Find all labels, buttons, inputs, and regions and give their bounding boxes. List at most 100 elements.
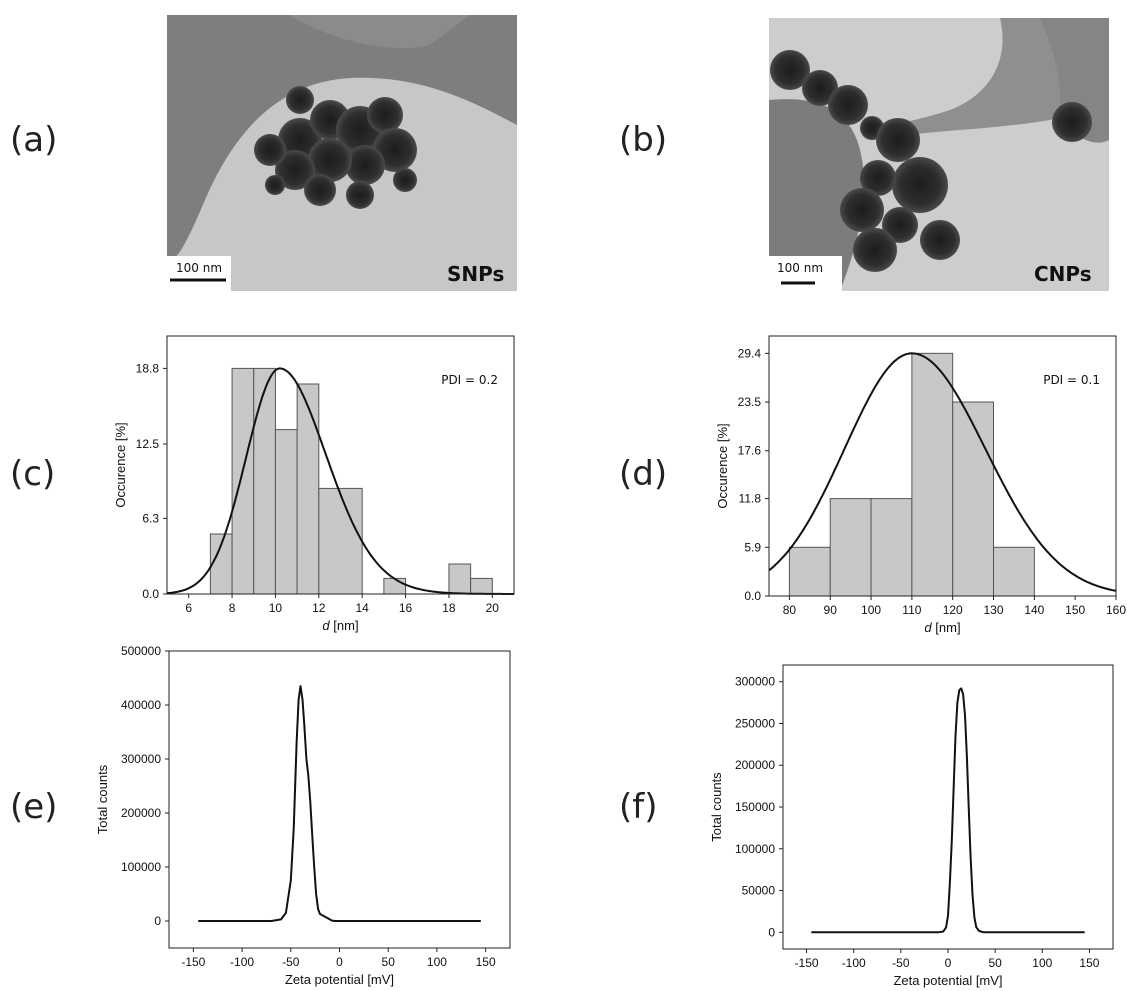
nanoparticle-cluster-b — [770, 50, 1092, 272]
y-tick-label-c-1: 6.3 — [142, 511, 159, 525]
y-tick-label-c-0: 0.0 — [142, 587, 159, 601]
histogram-chart-d: 80 90 100 110 120 130 140 150 160 0.0 5.9 11.8 17.6 2… — [715, 335, 1126, 635]
x-tick-label-e-5: 100 — [427, 955, 447, 969]
y-axis-label-e: Total counts — [95, 764, 110, 834]
x-tick-label-e-0: -150 — [181, 955, 205, 969]
histogram-chart-c: 6 8 10 12 14 16 18 20 0.0 6.3 12.5 18.8 d [nm] Occure… — [113, 335, 515, 633]
y-tick-label-c-2: 12.5 — [136, 437, 160, 451]
x-tick-label-c-0: 6 — [185, 601, 192, 615]
x-tick-label-d-5: 130 — [984, 603, 1004, 617]
zeta-chart-e: -150 -100 -50 0 50 100 150 0 100000 200000 300000 4… — [95, 644, 511, 987]
y-tick-label-d-1: 5.9 — [744, 540, 761, 554]
x-tick-label-e-4: 50 — [382, 955, 396, 969]
x-axis-label-d: d [nm] — [924, 620, 960, 635]
plot-frame-d — [768, 335, 1117, 597]
x-tick-label-c-1: 8 — [229, 601, 236, 615]
y-tick-label-d-2: 11.8 — [739, 492, 762, 506]
panel-label-d: (d) — [619, 454, 667, 494]
histogram-bar-c-2 — [253, 367, 276, 595]
x-tick-label-d-6: 140 — [1024, 603, 1044, 617]
y-tick-label-f-0: 0 — [768, 925, 775, 939]
nanoparticle-cluster-a — [254, 86, 417, 209]
x-tick-label-c-5: 16 — [399, 601, 413, 615]
y-tick-label-f-5: 250000 — [735, 716, 775, 730]
tem-label-a: SNPs — [447, 262, 504, 286]
scale-bar-label-a: 100 nm — [176, 261, 222, 275]
y-tick-label-d-5: 29.4 — [738, 346, 762, 360]
histogram-bar-c-5 — [318, 487, 363, 595]
x-axis-label-c: d [nm] — [322, 618, 358, 633]
histogram-bar-d-4 — [952, 401, 995, 597]
panel-label-b: (b) — [619, 120, 667, 160]
panel-label-c: (c) — [10, 454, 55, 494]
x-tick-label-e-6: 150 — [476, 955, 496, 969]
y-tick-label-e-5: 500000 — [121, 644, 161, 658]
fit-curve-d — [768, 352, 1117, 592]
pdi-annotation-d: PDI = 0.1 — [1043, 373, 1100, 387]
histogram-bar-d-1 — [829, 498, 872, 597]
x-tick-label-f-3: 0 — [945, 956, 952, 970]
data-line-e-0 — [198, 685, 481, 922]
tem-label-b: CNPs — [1034, 262, 1092, 286]
y-axis-label-c: Occurence [%] — [113, 422, 128, 507]
y-axis-label-d: Occurence [%] — [715, 423, 730, 508]
histogram-bar-d-0 — [788, 546, 831, 597]
x-tick-label-f-4: 50 — [988, 956, 1002, 970]
tem-image-a: 100 nm SNPs — [167, 15, 517, 291]
histogram-bar-c-8 — [470, 577, 493, 595]
y-tick-label-f-2: 100000 — [735, 842, 775, 856]
tem-image-b: 100 nm CNPs — [769, 18, 1109, 291]
x-tick-label-d-7: 150 — [1065, 603, 1085, 617]
y-axis-label-f: Total counts — [709, 772, 724, 842]
panel-label-a: (a) — [10, 120, 57, 160]
data-line-f-0 — [811, 687, 1085, 934]
x-tick-label-d-0: 80 — [783, 603, 797, 617]
y-tick-label-e-1: 100000 — [121, 860, 161, 874]
x-axis-label-f: Zeta potential [mV] — [893, 973, 1002, 988]
y-tick-label-e-0: 0 — [154, 914, 161, 928]
histogram-bar-c-4 — [296, 383, 320, 595]
y-tick-label-d-4: 23.5 — [738, 395, 762, 409]
x-tick-label-e-2: -50 — [282, 955, 300, 969]
x-tick-label-e-3: 0 — [336, 955, 343, 969]
zeta-chart-f: -150 -100 -50 0 50 100 150 0 50000 100000 150000 20… — [709, 664, 1114, 988]
histogram-bar-c-1 — [231, 367, 255, 595]
histogram-bar-d-2 — [870, 498, 913, 597]
x-tick-label-e-1: -100 — [230, 955, 254, 969]
y-tick-label-d-0: 0.0 — [744, 589, 761, 603]
x-tick-label-d-2: 100 — [861, 603, 881, 617]
fit-curve-c — [166, 367, 514, 595]
histogram-bar-c-3 — [274, 429, 298, 595]
x-tick-label-c-2: 10 — [269, 601, 283, 615]
x-tick-label-c-3: 12 — [312, 601, 326, 615]
x-tick-label-d-1: 90 — [824, 603, 838, 617]
x-tick-label-c-4: 14 — [356, 601, 370, 615]
x-tick-label-f-0: -150 — [795, 956, 819, 970]
y-tick-label-f-4: 200000 — [735, 758, 775, 772]
x-tick-label-f-6: 150 — [1079, 956, 1099, 970]
y-tick-label-d-3: 17.6 — [738, 444, 762, 458]
panel-label-f: (f) — [619, 787, 658, 827]
y-tick-label-f-6: 300000 — [735, 675, 775, 689]
histogram-bar-d-3 — [911, 352, 954, 597]
x-tick-label-d-4: 120 — [943, 603, 963, 617]
x-tick-label-c-7: 20 — [486, 601, 500, 615]
x-tick-label-d-8: 160 — [1106, 603, 1126, 617]
x-tick-label-f-1: -100 — [842, 956, 866, 970]
x-tick-label-f-5: 100 — [1032, 956, 1052, 970]
x-axis-label-e: Zeta potential [mV] — [285, 972, 394, 987]
plot-frame-e — [168, 650, 511, 949]
scale-bar-label-b: 100 nm — [777, 261, 823, 275]
y-tick-label-f-1: 50000 — [742, 884, 776, 898]
histogram-bar-c-6 — [383, 577, 407, 595]
y-tick-label-e-4: 400000 — [121, 698, 161, 712]
y-tick-label-f-3: 150000 — [735, 800, 775, 814]
histogram-bar-d-5 — [993, 546, 1035, 597]
x-tick-label-d-3: 110 — [902, 603, 921, 617]
y-tick-label-e-3: 300000 — [121, 752, 161, 766]
plot-frame-c — [166, 335, 515, 595]
panel-label-e: (e) — [10, 787, 57, 827]
x-tick-label-f-2: -50 — [892, 956, 910, 970]
x-tick-label-c-6: 18 — [442, 601, 456, 615]
